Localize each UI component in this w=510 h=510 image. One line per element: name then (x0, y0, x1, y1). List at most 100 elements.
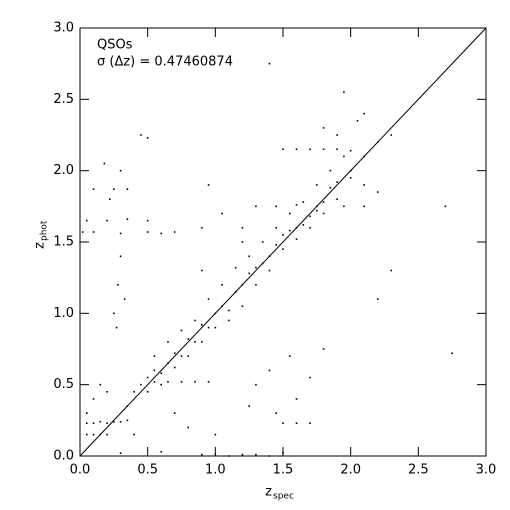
point (201, 453, 203, 456)
point (173, 366, 176, 369)
point (241, 305, 244, 307)
point (180, 355, 183, 357)
point (376, 298, 379, 300)
point (228, 319, 230, 322)
point (167, 341, 169, 343)
y-tick-label: 0.5 (53, 377, 74, 392)
point (349, 149, 352, 152)
point (194, 381, 196, 383)
x-tick-label: 1.0 (205, 463, 226, 478)
point (92, 398, 95, 400)
point (153, 355, 156, 357)
point (119, 232, 122, 235)
point (268, 62, 271, 65)
y-axis-label-sub: phot (40, 220, 50, 241)
point (160, 232, 162, 235)
point (221, 212, 223, 215)
point (126, 188, 129, 191)
x-tick-label: 1.5 (273, 463, 294, 478)
point (99, 420, 102, 423)
x-axis-label-sub: spec (273, 492, 294, 502)
point (146, 376, 149, 379)
point (214, 326, 217, 329)
point (322, 201, 325, 203)
point (119, 420, 122, 423)
point (119, 255, 122, 258)
annotation: σ (Δz) = 0.47460874 (97, 55, 233, 70)
point (255, 383, 257, 386)
point (201, 323, 203, 326)
point (322, 127, 325, 129)
point (207, 298, 210, 300)
point (302, 201, 305, 203)
x-tick-label: 0.5 (137, 463, 158, 478)
point (316, 184, 318, 186)
point (275, 226, 278, 229)
point (160, 450, 162, 453)
y-tick-label: 1.0 (53, 306, 74, 321)
point (322, 212, 325, 215)
point (85, 412, 88, 414)
point (322, 348, 325, 350)
x-tick-label: 0.0 (70, 463, 91, 478)
point (81, 231, 84, 233)
point (146, 219, 149, 222)
point (173, 352, 176, 355)
point (255, 284, 257, 286)
point (336, 198, 338, 200)
point (201, 226, 203, 229)
point (336, 181, 338, 183)
point (113, 312, 115, 315)
point (167, 362, 169, 365)
point (113, 188, 115, 191)
point (99, 433, 102, 436)
y-tick-label: 3.0 (53, 21, 74, 36)
point (117, 284, 119, 286)
point (133, 391, 135, 393)
point (140, 383, 142, 386)
point (376, 141, 379, 143)
point (108, 198, 111, 200)
point (115, 326, 118, 329)
point (248, 272, 250, 275)
point (336, 134, 338, 136)
point (336, 148, 338, 151)
point (248, 255, 250, 258)
point (214, 453, 217, 456)
y-tick-label: 2.5 (53, 92, 74, 107)
point (349, 169, 352, 172)
point (343, 155, 345, 158)
point (275, 244, 278, 246)
point (275, 205, 278, 208)
point (288, 229, 291, 232)
point (309, 226, 311, 229)
point (160, 383, 162, 386)
point (153, 369, 156, 372)
point (234, 291, 237, 293)
point (282, 452, 284, 454)
point (85, 219, 88, 222)
point (329, 169, 332, 172)
point (103, 162, 106, 165)
point (146, 137, 149, 139)
point (234, 266, 237, 269)
point (261, 241, 264, 243)
point (451, 352, 453, 355)
x-tick-label: 3.0 (476, 463, 497, 478)
point (123, 298, 126, 300)
point (288, 355, 291, 357)
point (99, 383, 102, 386)
point (187, 355, 190, 357)
point (201, 341, 203, 343)
point (207, 326, 210, 329)
point (343, 91, 345, 93)
point (228, 455, 230, 457)
point (92, 433, 95, 436)
point (349, 177, 352, 179)
point (288, 212, 291, 215)
point (119, 452, 122, 454)
point (309, 376, 311, 379)
point (309, 215, 311, 218)
point (282, 422, 284, 424)
point (241, 453, 244, 456)
